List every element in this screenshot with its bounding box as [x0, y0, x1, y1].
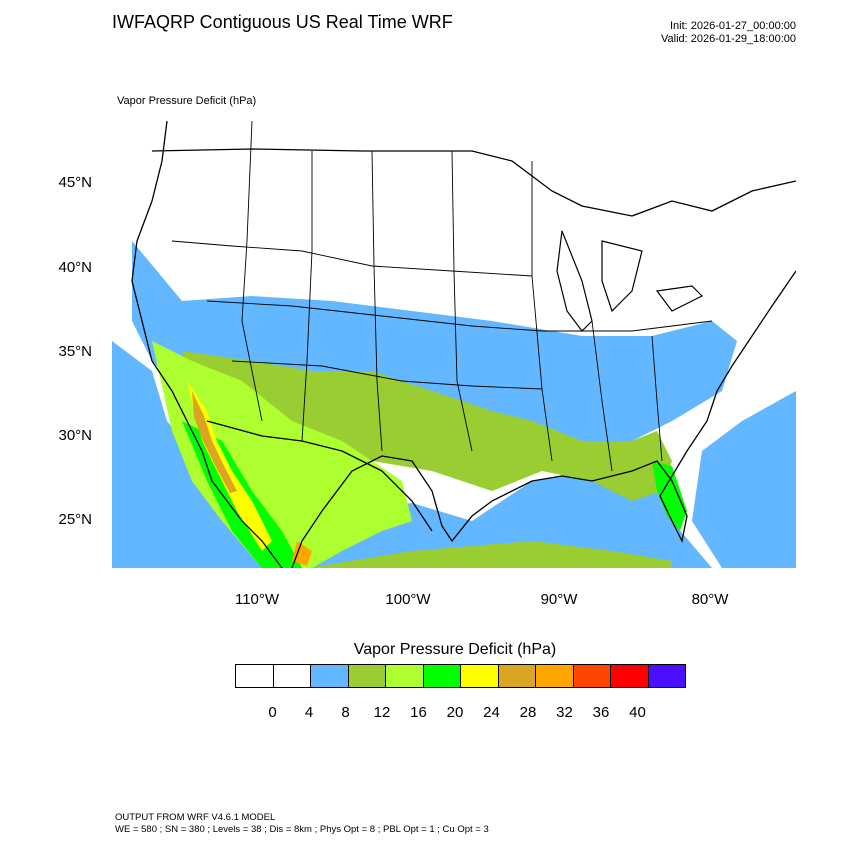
lat-label-25: 25°N [58, 511, 92, 528]
colorbar-box-1 [272, 664, 311, 688]
colorbar-tick-24: 24 [483, 704, 500, 721]
init-time: Init: 2026-01-27_00:00:00 [670, 20, 796, 32]
lon-label-80w: 80°W [691, 591, 729, 608]
colorbar-box-9 [572, 664, 611, 688]
field-label: Vapor Pressure Deficit (hPa) [117, 95, 257, 107]
colorbar-tick-20: 20 [446, 704, 464, 721]
colorbar-tick-8: 8 [341, 704, 350, 721]
colorbar-tick-12: 12 [373, 704, 391, 721]
lon-label-90w: 90°W [540, 591, 578, 608]
coastline-gulf [291, 455, 688, 568]
plot-title: IWFAQRP Contiguous US Real Time WRF [112, 12, 453, 32]
lat-label-40: 40°N [58, 259, 92, 276]
coastline-west [131, 121, 283, 568]
run-times: Init: 2026-01-27_00:00:00 Valid: 2026-01… [661, 20, 796, 46]
colorbar-box-8 [535, 664, 574, 688]
atlantic-ocean-field [692, 391, 796, 568]
gulf-land-band [307, 541, 672, 568]
colorbar-box-5 [422, 664, 461, 688]
model-version: OUTPUT FROM WRF V4.6.1 MODEL [115, 812, 276, 823]
lon-label-110w: 110°W [234, 591, 280, 608]
lat-label-35: 35°N [58, 343, 92, 360]
colorbar-box-0 [235, 664, 274, 688]
colorbar-box-7 [497, 664, 536, 688]
colorbar-tick-0: 0 [268, 704, 277, 721]
us-mexico-border [206, 420, 433, 532]
colorbar-tick-36: 36 [592, 704, 610, 721]
colorbar-box-4 [385, 664, 424, 688]
colorbar-box-6 [460, 664, 499, 688]
colorbar-box-11 [647, 664, 686, 688]
colorbar-title: Vapor Pressure Deficit (hPa) [353, 641, 557, 658]
colorbar-tick-32: 32 [556, 704, 573, 721]
colorbar-box-2 [310, 664, 349, 688]
latitude-labels: 45°N 40°N 35°N 30°N 25°N [0, 0, 92, 850]
model-config: WE = 580 ; SN = 380 ; Levels = 38 ; Dis … [115, 824, 489, 835]
band-28-32-region [292, 541, 312, 566]
us-canada-border [151, 148, 796, 217]
colorbar [235, 664, 686, 688]
colorbar-box-3 [347, 664, 386, 688]
band-20-24-region [187, 381, 272, 551]
lat-label-30: 30°N [58, 427, 92, 444]
band-8-12-region [182, 351, 672, 501]
lon-label-100w: 100°W [385, 591, 431, 608]
gulf-ocean-field [312, 471, 712, 568]
colorbar-tick-40: 40 [629, 704, 646, 721]
coastline-east [659, 270, 796, 497]
colorbar-tick-28: 28 [519, 704, 537, 721]
colorbar-box-10 [610, 664, 649, 688]
colorbar-tick-4: 4 [304, 704, 314, 721]
florida-peninsula-band [652, 461, 687, 531]
valid-time: Valid: 2026-01-29_18:00:00 [661, 33, 796, 45]
pacific-ocean-field [112, 341, 302, 568]
band-24-28-region [192, 391, 237, 493]
lat-label-45: 45°N [58, 174, 92, 191]
colorbar-tick-16: 16 [410, 704, 427, 721]
band-12-16-region [152, 341, 412, 568]
model-info: OUTPUT FROM WRF V4.6.1 MODEL WE = 580 ; … [115, 812, 489, 836]
vpd-map [112, 121, 796, 568]
state-lines [171, 121, 713, 472]
